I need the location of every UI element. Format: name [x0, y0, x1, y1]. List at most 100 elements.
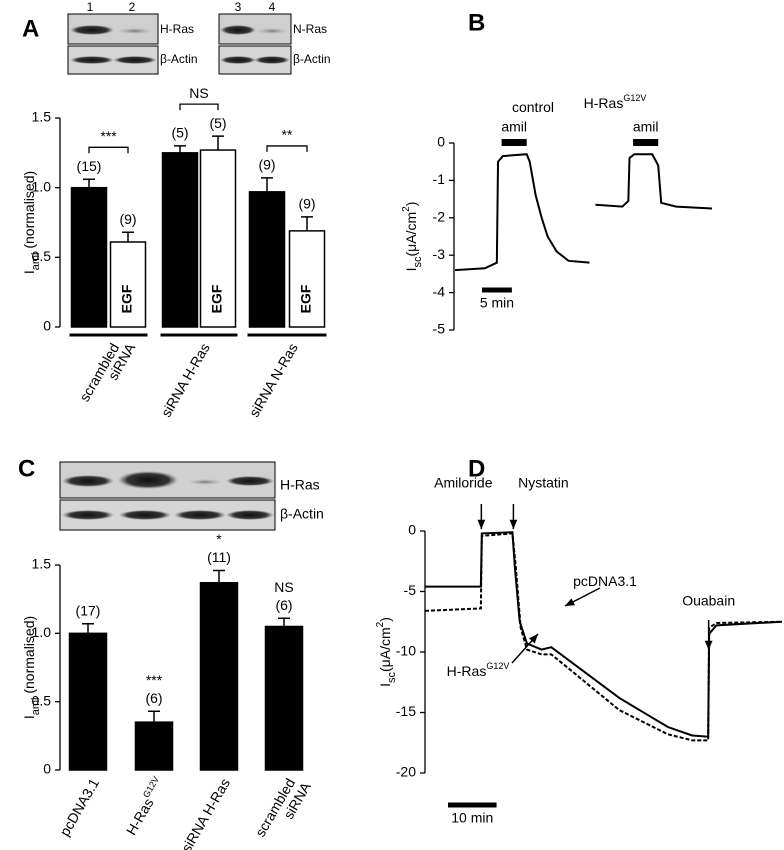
y-axis-label: Isc(μA/cm2) [401, 202, 424, 272]
y-tick-label: 0.5 [32, 248, 52, 264]
y-axis-label-part: I [21, 270, 37, 274]
y-axis-label-part: sc [386, 671, 398, 683]
y-axis-label-part: ) [377, 617, 393, 622]
significance-bracket [88, 146, 129, 154]
trace [425, 531, 783, 738]
group-label: siRNA H-Ras [158, 340, 213, 419]
scale-bar-label: 5 min [480, 295, 514, 311]
n-label: (9) [258, 157, 275, 173]
lane-label: 4 [269, 0, 276, 14]
blot-label: N-Ras [293, 22, 327, 36]
y-axis-label-part: ami [30, 253, 42, 271]
blot-c [59, 461, 276, 531]
n-label: (11) [207, 549, 231, 565]
y-axis-label: Iami (normalised) [21, 171, 42, 274]
event-label: Nystatin [518, 475, 569, 491]
n-label: (6) [275, 597, 292, 613]
trace-label-part: H-Ras [584, 95, 624, 111]
bar [109, 241, 147, 328]
bar [161, 152, 199, 328]
error-bar [148, 710, 160, 723]
bar [199, 582, 239, 771]
n-label: (9) [298, 196, 315, 212]
y-tick-label: 1.5 [32, 109, 52, 125]
y-axis-label: Iami (normalised) [21, 616, 42, 719]
treatment-label: amil [501, 119, 527, 135]
scale-bar-label: 10 min [451, 810, 493, 826]
event-arrow-head [477, 519, 486, 529]
error-bar [83, 178, 95, 188]
group-label: siRNA N-Ras [246, 340, 301, 419]
y-tick-label: -5 [433, 321, 446, 337]
trace-label-part: H-Ras [447, 663, 487, 679]
blot-a [67, 13, 292, 75]
trace-label-sup: G12V [486, 661, 509, 671]
y-axis-label-part: (normalised) [21, 616, 37, 698]
bar [264, 625, 304, 771]
panel-label: A [22, 15, 39, 42]
event-arrow-head [509, 519, 518, 529]
y-tick-label: 1.0 [32, 178, 52, 194]
blot-label: β-Actin [293, 52, 331, 66]
event-label: Ouabain [682, 593, 735, 609]
trace-arrow-head [565, 598, 575, 606]
significance: ** [282, 127, 293, 143]
event-label: Amiloride [434, 475, 493, 491]
y-tick-label: -4 [433, 283, 446, 299]
error-bar [212, 135, 224, 151]
treatment-bar [633, 139, 659, 146]
y-tick-label: 1.5 [32, 556, 52, 572]
y-axis-label-part: 2 [401, 206, 412, 212]
bar [199, 149, 237, 328]
y-axis-label: Isc(μA/cm2) [375, 617, 398, 687]
significance: *** [146, 672, 163, 688]
trace [595, 153, 713, 210]
trace-label: control [512, 99, 554, 115]
n-label: (5) [171, 125, 188, 141]
y-axis-label-part: (normalised) [21, 171, 37, 253]
significance-bracket [266, 145, 308, 152]
bar [248, 191, 286, 328]
bar-label: EGF [119, 284, 135, 313]
error-bar [213, 569, 225, 583]
y-tick-label: -20 [396, 764, 416, 780]
y-tick-label: -3 [433, 246, 446, 262]
n-label: (17) [76, 602, 101, 618]
significance: *** [100, 128, 117, 144]
trace [424, 532, 783, 742]
error-bar [301, 216, 313, 231]
error-bar [278, 617, 290, 627]
bar-label: EGF [298, 284, 314, 313]
bar [134, 721, 174, 771]
trace-label: H-RasG12V [584, 93, 647, 110]
y-axis-label-part: (μA/cm [403, 212, 419, 257]
y-axis-label-part: I [403, 267, 419, 271]
bar [288, 230, 326, 328]
bar-label: EGF [209, 284, 225, 313]
y-tick-label: -2 [433, 209, 446, 225]
blot-label: β-Actin [160, 52, 198, 66]
n-label: (9) [119, 211, 136, 227]
lane-label: 1 [87, 0, 94, 14]
event-arrow-head [704, 640, 713, 650]
trace-arrow-head [528, 634, 538, 644]
x-tick-label: siRNA H-Ras [178, 775, 233, 850]
n-label: (15) [77, 158, 102, 174]
panel-label: C [18, 455, 35, 482]
error-bar [174, 145, 186, 153]
y-axis-label-part: ) [403, 202, 419, 207]
y-axis-label-part: (μA/cm [377, 627, 393, 672]
x-tick-label-part: siRNA H-Ras [178, 775, 233, 850]
blot-label: β-Actin [280, 506, 324, 522]
y-axis-label-part: 2 [375, 621, 386, 627]
y-axis-label-part: I [21, 715, 37, 719]
x-tick-label: pcDNA3.1 [56, 775, 102, 838]
y-tick-label: 0 [408, 522, 416, 538]
error-bar [261, 177, 273, 192]
lane-label: 3 [235, 0, 242, 14]
trace-label: pcDNA3.1 [573, 573, 637, 589]
y-axis-label-part: ami [30, 698, 42, 716]
treatment-bar [501, 139, 527, 146]
bar [68, 632, 108, 771]
